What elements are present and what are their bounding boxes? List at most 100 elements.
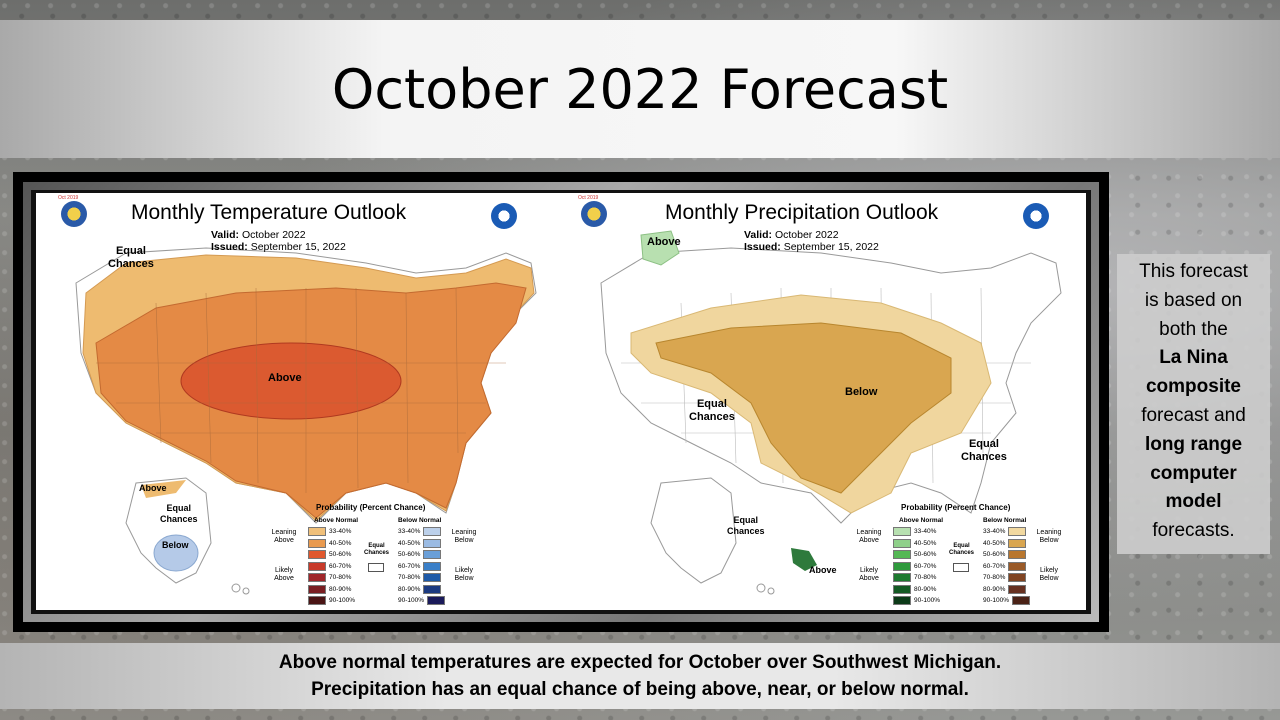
legend-row-below: 90-100%: [398, 596, 446, 605]
legend-range-label: 80-90%: [983, 585, 1006, 593]
temp-ak-above-label: Above: [139, 483, 167, 493]
legend-swatch: [423, 550, 442, 559]
temp-map-title: Monthly Temperature Outlook: [131, 201, 407, 224]
summary-caption: Above normal temperatures are expected f…: [0, 643, 1280, 709]
precip-west-equal-label: Equal Chances: [689, 398, 735, 423]
legend-swatch: [893, 550, 911, 559]
precip-legend: Probability (Percent Chance) Above Norma…: [856, 503, 1062, 605]
legend-row-above: 33-40%: [308, 527, 351, 536]
title-banner: October 2022 Forecast: [0, 20, 1280, 158]
legend-range-label: 50-60%: [914, 551, 937, 558]
temp-ak-equal-label: Equal Chances: [160, 503, 198, 524]
legend-swatch: [308, 561, 326, 571]
noaa-logo-icon: [1023, 203, 1049, 229]
legend-swatch: [308, 596, 326, 605]
legend-row-below: 40-50%: [983, 538, 1027, 548]
legend-range-label: 40-50%: [914, 539, 937, 547]
legend-swatch: [423, 561, 442, 571]
precip-below-label: Below: [845, 386, 878, 398]
legend-swatch: [1008, 527, 1027, 536]
precip-valid-line: Valid: October 2022: [744, 229, 839, 241]
legend-swatch: [423, 584, 442, 594]
legend-row-below: 70-80%: [983, 573, 1027, 582]
temp-legend: Probability (Percent Chance) Above Norma…: [271, 503, 477, 605]
precip-ak-above-label: Above: [809, 565, 837, 575]
seal-label: Oct 2019: [58, 195, 79, 201]
legend-swatch: [308, 538, 326, 548]
legend-swatch: [308, 527, 326, 536]
precip-nw-above-label: Above: [647, 236, 681, 248]
temp-equal-chances-label: Equal Chances: [108, 245, 154, 270]
temp-alaska-below: [153, 534, 199, 572]
legend-swatch: [1008, 538, 1027, 548]
precip-nw-above-area: [640, 230, 680, 266]
seal-label: Oct 2019: [578, 195, 599, 201]
legend-range-label: 50-60%: [398, 551, 421, 558]
legend-range-label: 40-50%: [983, 539, 1006, 547]
legend-range-label: 33-40%: [329, 528, 352, 535]
legend-range-label: 50-60%: [983, 551, 1006, 558]
precip-issued-line: Issued: September 15, 2022: [744, 241, 879, 253]
legend-range-label: 40-50%: [329, 539, 352, 547]
legend-range-label: 60-70%: [983, 562, 1006, 570]
temp-issued-line: Issued: September 15, 2022: [211, 241, 346, 253]
legend-swatch: [308, 550, 326, 559]
legend-range-label: 90-100%: [914, 597, 941, 604]
temp-core-area: [180, 342, 402, 420]
legend-swatch: [893, 584, 911, 594]
legend-range-label: 33-40%: [914, 528, 937, 535]
legend-swatch: [893, 561, 911, 571]
legend-swatch: [893, 573, 911, 582]
outlook-maps: Oct 2019 Monthly Temperature Outlook Val…: [36, 193, 1086, 610]
precip-east-equal-label: Equal Chances: [961, 438, 1007, 463]
temp-valid-line: Valid: October 2022: [211, 229, 306, 241]
legend-range-label: 70-80%: [398, 574, 421, 581]
legend-range-label: 90-100%: [398, 597, 425, 604]
precipitation-outlook-panel: Oct 2019 Monthly Precipitation Outlook V…: [561, 193, 1086, 610]
legend-range-label: 33-40%: [983, 528, 1006, 535]
legend-row-below: 60-70%: [983, 561, 1027, 571]
legend-range-label: 80-90%: [329, 585, 352, 593]
legend-range-label: 60-70%: [914, 562, 937, 570]
legend-range-label: 60-70%: [329, 562, 352, 570]
legend-swatch: [1008, 584, 1027, 594]
legend-row-below: 60-70%: [398, 561, 442, 571]
legend-swatch: [1008, 550, 1027, 559]
legend-row-above: 60-70%: [308, 561, 352, 571]
legend-swatch: [893, 538, 911, 548]
legend-range-label: 80-90%: [398, 585, 421, 593]
legend-row-below: 70-80%: [398, 573, 442, 582]
legend-row-above: 90-100%: [308, 596, 355, 605]
caption-line-1: Above normal temperatures are expected f…: [278, 652, 1002, 673]
legend-swatch: [423, 573, 442, 582]
legend-range-label: 90-100%: [329, 597, 356, 604]
noaa-logo-icon: [491, 203, 517, 229]
precip-alaska-above: [791, 548, 817, 571]
legend-swatch: [1008, 561, 1027, 571]
legend-range-label: 60-70%: [398, 562, 421, 570]
legend-swatch: [1008, 573, 1027, 582]
legend-range-label: 80-90%: [914, 585, 937, 593]
doc-seal-icon: [581, 201, 607, 227]
legend-range-label: 33-40%: [398, 528, 421, 535]
precipitation-map: [600, 230, 1062, 595]
doc-seal-icon: [61, 201, 87, 227]
temp-above-label: Above: [268, 372, 302, 384]
legend-row-below: 80-90%: [398, 584, 442, 594]
legend-row-above: 50-60%: [893, 550, 936, 559]
legend-range-label: 70-80%: [983, 574, 1006, 581]
legend-swatch: [1012, 596, 1031, 605]
legend-row-above: 33-40%: [893, 527, 936, 536]
legend-row-above: 80-90%: [893, 584, 937, 594]
legend-row-below: 80-90%: [983, 584, 1027, 594]
legend-swatch: [423, 527, 442, 536]
legend-range-label: 50-60%: [329, 551, 352, 558]
temp-ak-below-label: Below: [162, 540, 189, 550]
legend-range-label: 40-50%: [398, 539, 421, 547]
legend-row-above: 40-50%: [308, 538, 352, 548]
legend-range-label: 70-80%: [914, 574, 937, 581]
legend-swatch: [308, 584, 326, 594]
forecast-basis-note: This forecast is based on both the La Ni…: [1117, 254, 1270, 554]
legend-swatch: [427, 596, 446, 605]
legend-row-below: 33-40%: [398, 527, 442, 536]
